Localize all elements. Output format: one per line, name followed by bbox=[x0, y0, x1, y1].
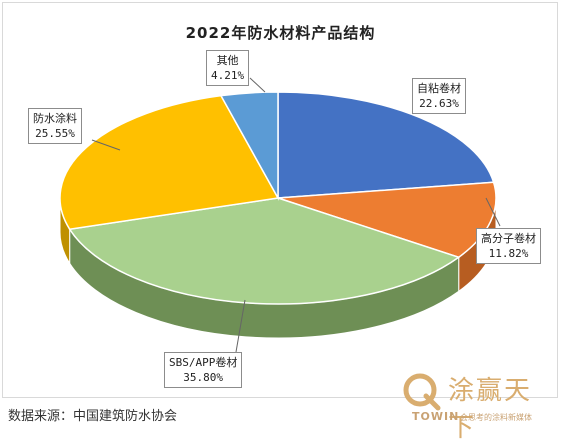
slice-label-value: 11.82% bbox=[488, 247, 529, 260]
logo-mark-icon bbox=[403, 373, 441, 411]
pie-chart bbox=[59, 77, 501, 353]
callout-gaofenzi: 高分子卷材 11.82% bbox=[476, 228, 541, 264]
logo-tagline: 会思考的涂料新媒体 bbox=[460, 413, 532, 422]
logo-brand: TOWIN bbox=[412, 410, 460, 423]
pie-slice bbox=[59, 94, 280, 231]
slice-label-value: 25.55% bbox=[35, 127, 75, 140]
logo: 涂赢天下 TOWIN 会思考的涂料新媒体 bbox=[398, 370, 558, 443]
slice-label-value: 35.80% bbox=[183, 371, 224, 384]
callout-tuliao: 防水涂料 25.55% bbox=[28, 108, 82, 144]
callout-zinian: 自粘卷材 22.63% bbox=[412, 78, 466, 114]
logo-name: 涂赢天下 bbox=[448, 376, 533, 443]
slice-label-name: 自粘卷材 bbox=[417, 82, 461, 95]
slice-label-name: 防水涂料 bbox=[33, 112, 77, 125]
leader-line bbox=[249, 77, 266, 93]
chart-title: 2022年防水材料产品结构 bbox=[185, 24, 376, 42]
leader-line bbox=[91, 139, 121, 151]
source-note: 数据来源：中国建筑防水协会 bbox=[8, 409, 178, 424]
callout-sbs: SBS/APP卷材 35.80% bbox=[164, 352, 243, 388]
leader-line bbox=[235, 299, 246, 353]
callout-qita: 其他 4.21% bbox=[206, 50, 250, 86]
slice-label-name: 高分子卷材 bbox=[481, 232, 536, 245]
slice-label-value: 22.63% bbox=[419, 97, 459, 110]
slice-label-name: 其他 bbox=[216, 54, 239, 67]
slice-label-value: 4.21% bbox=[211, 69, 245, 82]
pie-slice bbox=[277, 181, 497, 259]
pie-slice bbox=[277, 91, 495, 199]
pie-slice bbox=[68, 197, 461, 305]
slice-label-name: SBS/APP卷材 bbox=[169, 356, 238, 369]
pie-slice bbox=[219, 91, 279, 201]
leader-line bbox=[485, 197, 501, 227]
